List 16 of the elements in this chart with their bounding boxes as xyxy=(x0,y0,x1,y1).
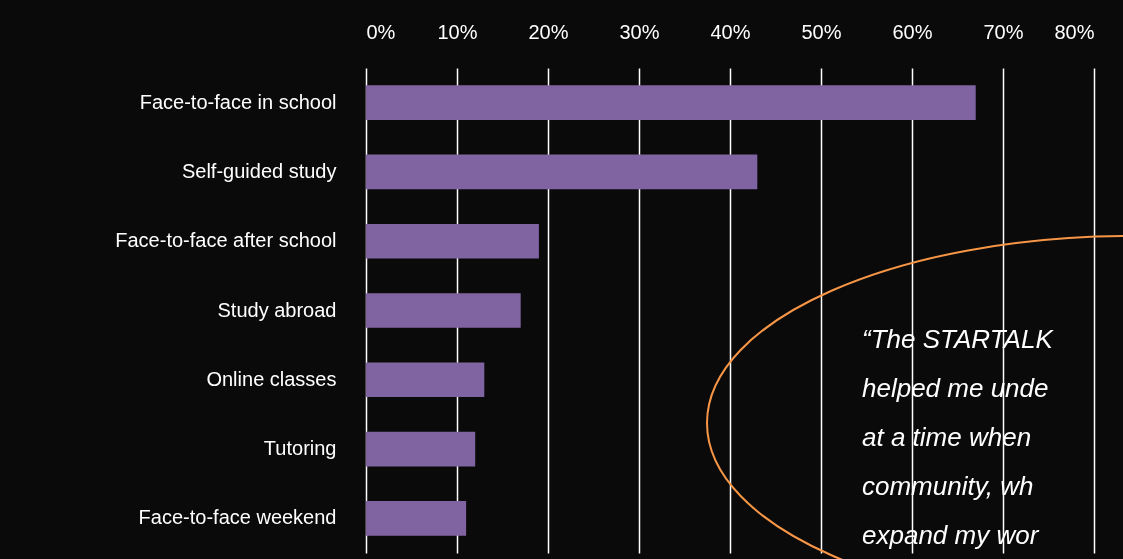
x-tick-label: 40% xyxy=(710,20,751,43)
x-tick-label: 0% xyxy=(366,20,396,43)
x-tick-label: 30% xyxy=(619,20,660,43)
y-tick-label: Study abroad xyxy=(217,298,337,321)
y-tick-label: Face-to-face in school xyxy=(139,90,337,113)
y-tick-label: Tutoring xyxy=(263,437,337,460)
x-tick-label: 70% xyxy=(983,20,1024,43)
x-tick-label: 60% xyxy=(892,20,933,43)
x-tick-label: 50% xyxy=(801,20,842,43)
y-tick-label: Face-to-face weekend xyxy=(138,506,337,529)
x-tick-label: 20% xyxy=(528,20,569,43)
y-tick-label: Online classes xyxy=(206,367,337,390)
y-tick-label: Self-guided study xyxy=(181,159,337,182)
y-tick-label: Face-to-face after school xyxy=(115,229,337,252)
x-tick-label: 80% xyxy=(1054,20,1095,43)
x-tick-label: 10% xyxy=(437,20,478,43)
